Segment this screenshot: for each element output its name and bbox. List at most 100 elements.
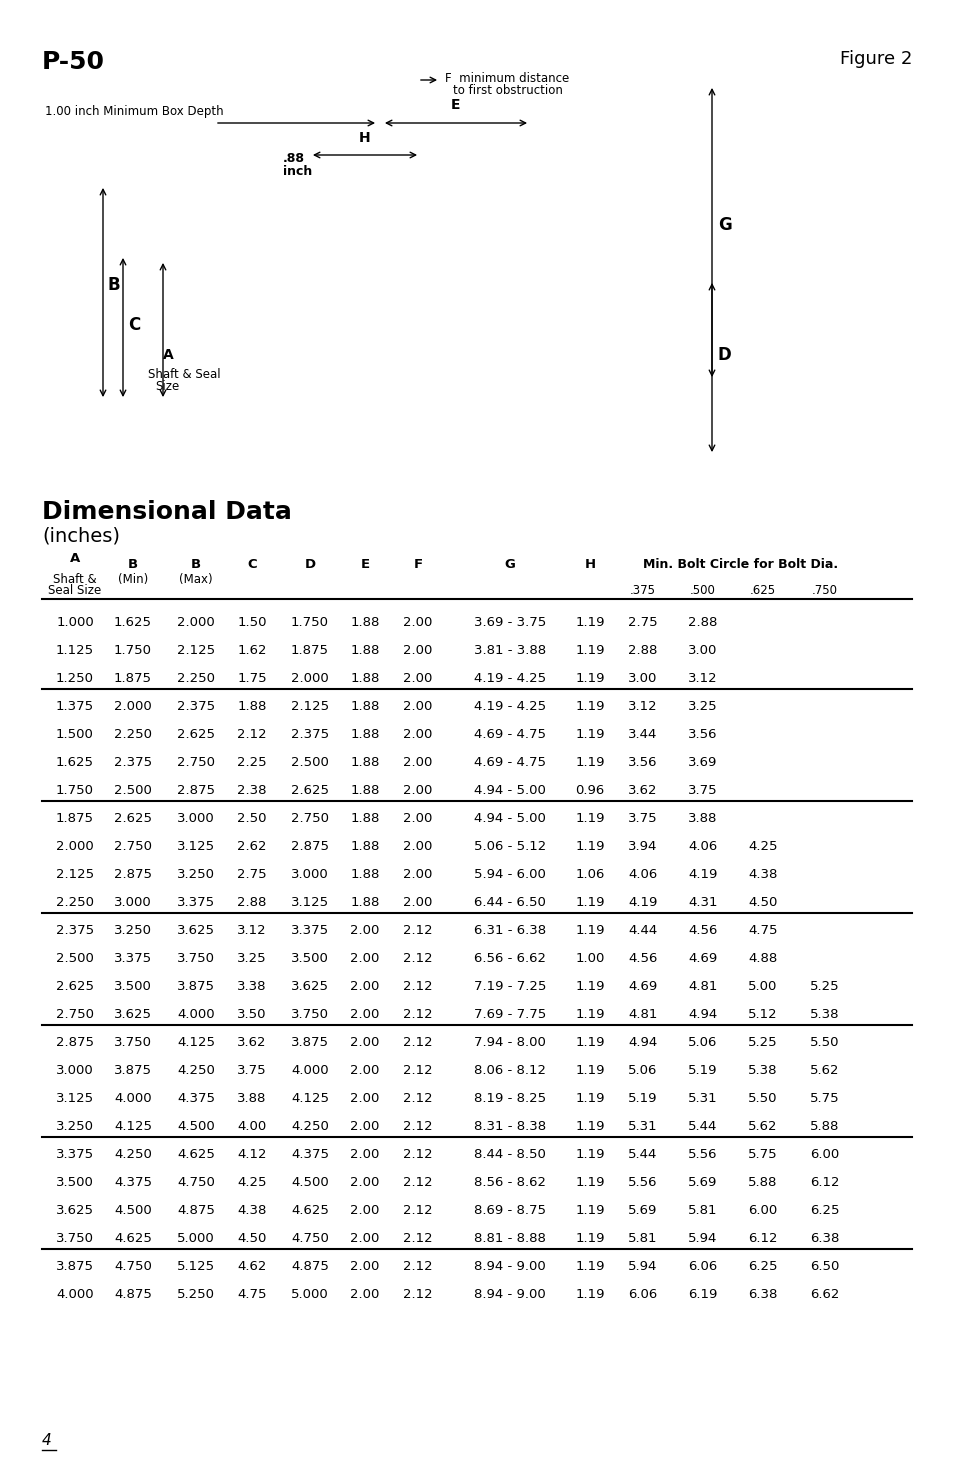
Text: 2.00: 2.00 <box>350 1232 379 1245</box>
Text: 4.69: 4.69 <box>628 979 657 993</box>
Text: 1.88: 1.88 <box>350 895 379 909</box>
Text: 3.75: 3.75 <box>237 1063 267 1077</box>
Text: 4.88: 4.88 <box>747 951 777 965</box>
Text: 2.000: 2.000 <box>114 701 152 712</box>
Text: 1.19: 1.19 <box>575 701 604 712</box>
Text: Seal Size: Seal Size <box>49 584 102 597</box>
Text: to first obstruction: to first obstruction <box>453 84 562 97</box>
Text: 2.875: 2.875 <box>113 867 152 881</box>
Text: 3.625: 3.625 <box>113 1007 152 1021</box>
Text: 1.88: 1.88 <box>237 701 267 712</box>
Text: 1.19: 1.19 <box>575 1232 604 1245</box>
Text: 3.750: 3.750 <box>113 1035 152 1049</box>
Text: 1.19: 1.19 <box>575 617 604 628</box>
Text: 2.12: 2.12 <box>403 1232 433 1245</box>
Text: 2.875: 2.875 <box>177 785 214 796</box>
Text: 5.25: 5.25 <box>809 979 839 993</box>
Text: 1.19: 1.19 <box>575 1007 604 1021</box>
Text: 4.000: 4.000 <box>291 1063 329 1077</box>
Text: 4.56: 4.56 <box>628 951 657 965</box>
Text: 6.00: 6.00 <box>809 1148 839 1161</box>
Text: 5.38: 5.38 <box>747 1063 777 1077</box>
Text: 4.94 - 5.00: 4.94 - 5.00 <box>474 785 545 796</box>
Text: Shaft &: Shaft & <box>53 572 96 586</box>
Text: 1.19: 1.19 <box>575 729 604 740</box>
Text: 2.00: 2.00 <box>403 729 433 740</box>
Text: H: H <box>359 131 371 145</box>
Text: 2.00: 2.00 <box>403 895 433 909</box>
Text: 1.19: 1.19 <box>575 757 604 768</box>
Text: 4.000: 4.000 <box>56 1288 93 1301</box>
Text: 1.88: 1.88 <box>350 813 379 825</box>
Text: 3.750: 3.750 <box>291 1007 329 1021</box>
Text: 2.750: 2.750 <box>56 1007 94 1021</box>
Text: 2.625: 2.625 <box>177 729 214 740</box>
Text: 4.875: 4.875 <box>177 1204 214 1217</box>
Text: 5.06: 5.06 <box>688 1035 717 1049</box>
Text: 4.500: 4.500 <box>114 1204 152 1217</box>
Text: 2.000: 2.000 <box>177 617 214 628</box>
Text: 3.125: 3.125 <box>291 895 329 909</box>
Text: 5.50: 5.50 <box>747 1092 777 1105</box>
Text: 3.875: 3.875 <box>113 1063 152 1077</box>
Text: 1.06: 1.06 <box>575 867 604 881</box>
Text: 6.56 - 6.62: 6.56 - 6.62 <box>474 951 545 965</box>
Text: 5.31: 5.31 <box>687 1092 717 1105</box>
Text: 4.19 - 4.25: 4.19 - 4.25 <box>474 673 545 684</box>
Text: 3.625: 3.625 <box>291 979 329 993</box>
Text: 2.00: 2.00 <box>403 701 433 712</box>
Text: 2.750: 2.750 <box>177 757 214 768</box>
Text: 2.250: 2.250 <box>177 673 214 684</box>
Text: 2.375: 2.375 <box>176 701 214 712</box>
Text: 6.38: 6.38 <box>809 1232 839 1245</box>
Text: 2.00: 2.00 <box>350 1035 379 1049</box>
Text: 4.750: 4.750 <box>114 1260 152 1273</box>
Text: 4.94: 4.94 <box>628 1035 657 1049</box>
Text: 4.125: 4.125 <box>291 1092 329 1105</box>
Text: Min. Bolt Circle for Bolt Dia.: Min. Bolt Circle for Bolt Dia. <box>642 558 838 571</box>
Text: 1.375: 1.375 <box>56 701 94 712</box>
Text: 2.00: 2.00 <box>403 785 433 796</box>
Text: 3.75: 3.75 <box>687 785 717 796</box>
Text: 4.125: 4.125 <box>113 1120 152 1133</box>
Text: 2.375: 2.375 <box>113 757 152 768</box>
Text: 5.69: 5.69 <box>628 1204 657 1217</box>
Text: 8.56 - 8.62: 8.56 - 8.62 <box>474 1176 545 1189</box>
Text: 1.19: 1.19 <box>575 645 604 656</box>
Text: 1.750: 1.750 <box>56 785 94 796</box>
Text: 4.75: 4.75 <box>747 923 777 937</box>
Text: 2.00: 2.00 <box>403 839 433 853</box>
Text: A: A <box>70 552 80 565</box>
Text: 3.125: 3.125 <box>56 1092 94 1105</box>
Text: 3.625: 3.625 <box>177 923 214 937</box>
Text: 3.44: 3.44 <box>628 729 657 740</box>
Text: D: D <box>304 558 315 571</box>
Text: 2.62: 2.62 <box>237 839 267 853</box>
Text: 4.250: 4.250 <box>291 1120 329 1133</box>
Text: 3.62: 3.62 <box>628 785 657 796</box>
Text: 3.000: 3.000 <box>56 1063 93 1077</box>
Text: 4.56: 4.56 <box>688 923 717 937</box>
Text: 4.62: 4.62 <box>237 1260 267 1273</box>
Text: 1.875: 1.875 <box>113 673 152 684</box>
Text: 2.125: 2.125 <box>291 701 329 712</box>
Text: 2.12: 2.12 <box>403 1288 433 1301</box>
Text: 5.94: 5.94 <box>688 1232 717 1245</box>
Text: 4.25: 4.25 <box>237 1176 267 1189</box>
Text: 5.75: 5.75 <box>809 1092 839 1105</box>
Text: 4.625: 4.625 <box>291 1204 329 1217</box>
Text: C: C <box>247 558 256 571</box>
Text: 6.44 - 6.50: 6.44 - 6.50 <box>474 895 545 909</box>
Text: 4.94: 4.94 <box>688 1007 717 1021</box>
Text: 1.75: 1.75 <box>237 673 267 684</box>
Text: 3.375: 3.375 <box>291 923 329 937</box>
Text: 2.00: 2.00 <box>350 1288 379 1301</box>
Text: 4.000: 4.000 <box>177 1007 214 1021</box>
Text: 1.19: 1.19 <box>575 673 604 684</box>
Text: 2.875: 2.875 <box>291 839 329 853</box>
Text: 5.56: 5.56 <box>628 1176 657 1189</box>
Text: 1.625: 1.625 <box>56 757 94 768</box>
Text: 1.19: 1.19 <box>575 813 604 825</box>
Text: 2.25: 2.25 <box>237 757 267 768</box>
Text: 1.88: 1.88 <box>350 839 379 853</box>
